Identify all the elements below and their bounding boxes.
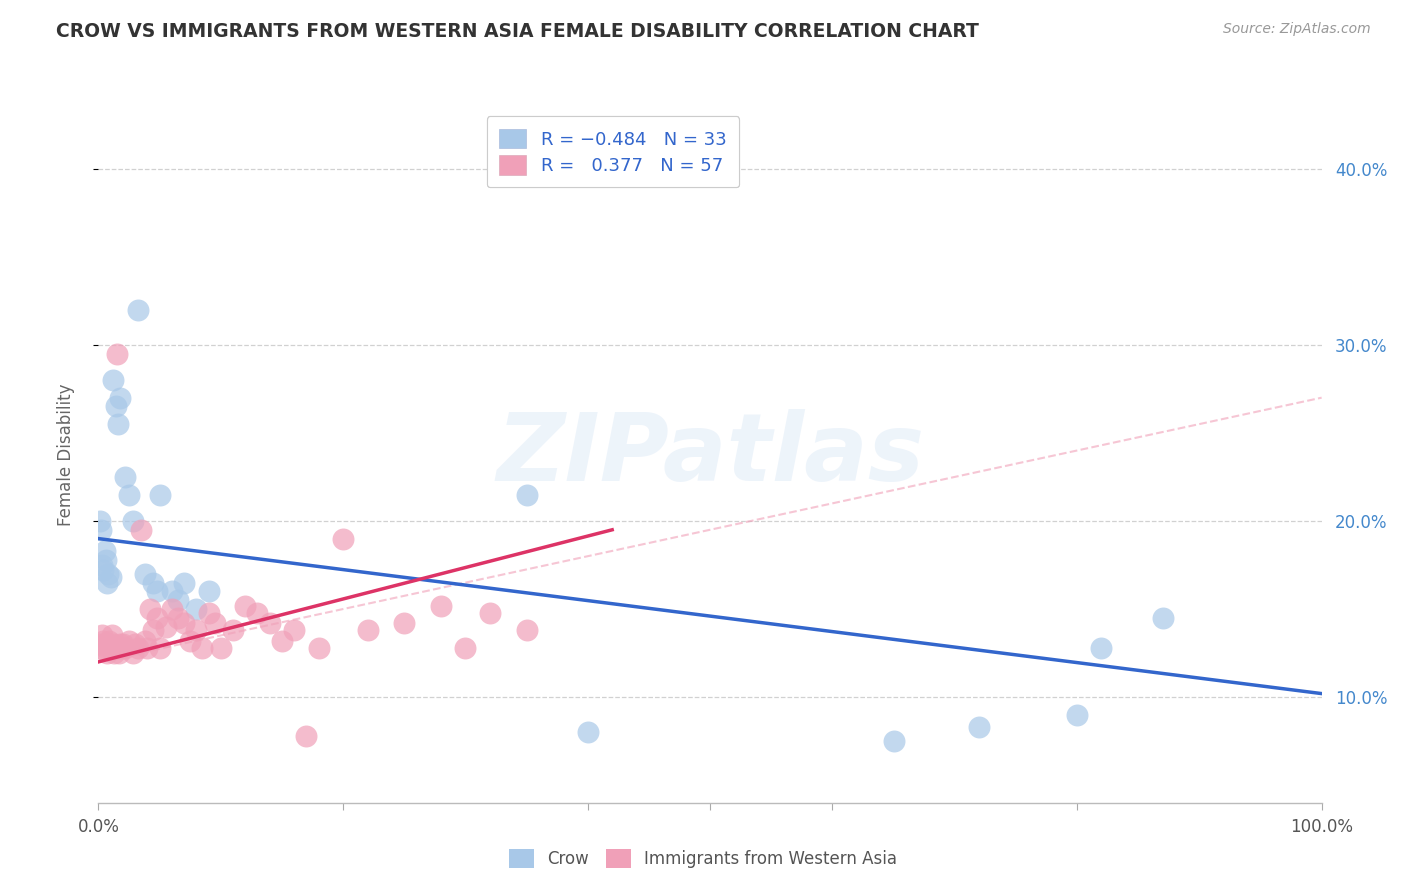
Point xyxy=(1152,611,1174,625)
Point xyxy=(356,623,378,637)
Point xyxy=(114,640,136,655)
Point xyxy=(90,523,112,537)
Legend: R = −0.484   N = 33, R =   0.377   N = 57: R = −0.484 N = 33, R = 0.377 N = 57 xyxy=(486,116,740,187)
Point xyxy=(108,646,131,660)
Point xyxy=(295,729,318,743)
Point xyxy=(186,602,208,616)
Point xyxy=(186,623,208,637)
Point xyxy=(149,487,172,501)
Point xyxy=(90,640,112,655)
Point xyxy=(91,628,114,642)
Point xyxy=(134,633,156,648)
Point xyxy=(93,637,115,651)
Point xyxy=(129,523,152,537)
Point xyxy=(101,628,124,642)
Point xyxy=(118,633,141,648)
Point xyxy=(111,637,134,651)
Point xyxy=(93,544,115,558)
Point xyxy=(149,640,172,655)
Point xyxy=(104,640,127,655)
Point xyxy=(179,633,201,648)
Point xyxy=(97,566,120,581)
Point xyxy=(167,593,190,607)
Text: Source: ZipAtlas.com: Source: ZipAtlas.com xyxy=(1223,22,1371,37)
Point xyxy=(146,611,169,625)
Point xyxy=(91,563,114,577)
Point xyxy=(134,566,156,581)
Text: ZIPatlas: ZIPatlas xyxy=(496,409,924,501)
Point xyxy=(124,637,146,651)
Point xyxy=(91,633,114,648)
Point xyxy=(127,302,149,317)
Point xyxy=(167,611,190,625)
Point xyxy=(121,646,143,660)
Point xyxy=(392,616,416,631)
Text: CROW VS IMMIGRANTS FROM WESTERN ASIA FEMALE DISABILITY CORRELATION CHART: CROW VS IMMIGRANTS FROM WESTERN ASIA FEM… xyxy=(56,22,979,41)
Point xyxy=(136,640,159,655)
Point xyxy=(96,575,118,590)
Point xyxy=(104,400,127,414)
Point xyxy=(515,487,537,501)
Point xyxy=(118,487,141,501)
Point xyxy=(100,640,122,655)
Point xyxy=(94,640,117,655)
Point xyxy=(173,616,195,631)
Point xyxy=(197,584,219,599)
Point xyxy=(246,606,269,620)
Point xyxy=(107,417,129,431)
Point xyxy=(454,640,477,655)
Point xyxy=(1066,707,1088,722)
Point xyxy=(101,637,124,651)
Point xyxy=(100,570,122,584)
Point xyxy=(197,606,219,620)
Point xyxy=(160,584,183,599)
Point xyxy=(430,599,453,613)
Point xyxy=(111,640,134,655)
Point xyxy=(121,514,143,528)
Point xyxy=(97,637,120,651)
Point xyxy=(209,640,232,655)
Point xyxy=(155,620,177,634)
Point xyxy=(107,640,129,655)
Point xyxy=(1090,640,1112,655)
Point xyxy=(142,623,165,637)
Point xyxy=(96,646,118,660)
Point xyxy=(127,640,149,655)
Point xyxy=(89,514,111,528)
Point xyxy=(478,606,501,620)
Point xyxy=(146,584,169,599)
Point xyxy=(114,470,136,484)
Point xyxy=(110,391,132,405)
Point xyxy=(139,602,162,616)
Point xyxy=(283,623,305,637)
Point xyxy=(270,633,294,648)
Point xyxy=(967,720,990,734)
Point xyxy=(142,575,165,590)
Point xyxy=(191,640,214,655)
Point xyxy=(98,633,121,648)
Point xyxy=(94,552,117,566)
Point xyxy=(308,640,330,655)
Point xyxy=(110,637,132,651)
Point xyxy=(259,616,281,631)
Point xyxy=(233,599,256,613)
Point xyxy=(515,623,537,637)
Point xyxy=(103,646,125,660)
Point xyxy=(883,734,905,748)
Point xyxy=(173,575,195,590)
Point xyxy=(204,616,226,631)
Point xyxy=(160,602,183,616)
Point xyxy=(101,373,124,387)
Point xyxy=(332,532,354,546)
Point xyxy=(222,623,245,637)
Point xyxy=(91,558,114,572)
Y-axis label: Female Disability: Female Disability xyxy=(56,384,75,526)
Point xyxy=(89,637,111,651)
Point xyxy=(576,725,599,739)
Point xyxy=(105,346,128,360)
Legend: Crow, Immigrants from Western Asia: Crow, Immigrants from Western Asia xyxy=(502,843,904,875)
